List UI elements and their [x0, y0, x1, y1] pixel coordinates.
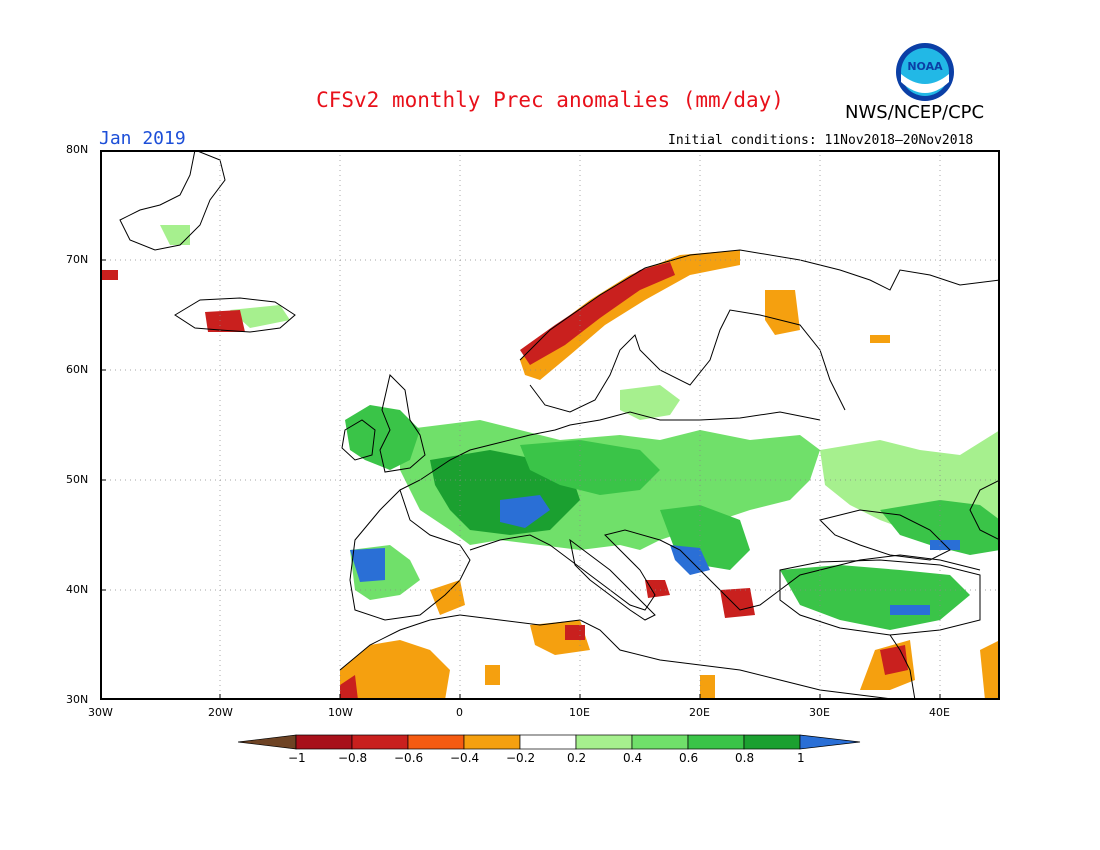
dry-region-greece: [720, 588, 755, 618]
colorbar-bin-5: [519, 734, 577, 750]
lon-label-40e: 40E: [929, 706, 950, 719]
wet-region-black-sea: [880, 500, 1000, 555]
coastline-turkey: [779, 559, 981, 636]
initial-conditions: Initial conditions: 11Nov2018–20Nov2018: [668, 133, 974, 148]
colorbar-label-7: 0.4: [623, 751, 643, 765]
dry-region-sicily: [645, 580, 670, 598]
lon-label-30w: 30W: [88, 706, 113, 719]
anomaly-field: [100, 225, 1000, 700]
coastline-mediterranean-north: [469, 529, 981, 611]
coastline-ireland: [341, 419, 376, 461]
very-wet-portugal: [350, 548, 385, 582]
dry-region-sahara: [485, 665, 500, 685]
very-wet-alps: [500, 495, 550, 528]
lat-label-70n: 70N: [66, 253, 89, 266]
chart-title: CFSv2 monthly Prec anomalies (mm/day): [316, 88, 784, 112]
colorbar-bin-6: [575, 734, 633, 750]
lat-label-50n: 50N: [66, 473, 89, 486]
colorbar-label-3: −0.6: [394, 751, 424, 765]
colorbar-bin-8: [687, 734, 745, 750]
coastline-north-africa: [339, 614, 901, 700]
lat-label-60n: 60N: [66, 363, 89, 376]
colorbar-label-4: −0.4: [450, 751, 480, 765]
coastline-italy: [569, 538, 656, 621]
dry-west-edge: [100, 270, 118, 280]
graticule: [100, 150, 1000, 700]
lon-label-20w: 20W: [208, 706, 233, 719]
colorbar-bin-7: [631, 734, 689, 750]
dry-region-finland: [765, 290, 800, 335]
lon-label-10e: 10E: [569, 706, 590, 719]
very-dry-levant: [880, 645, 908, 675]
forecast-month: Jan 2019: [99, 128, 186, 149]
dry-region-morocco: [340, 640, 450, 700]
dry-region-russia: [870, 335, 890, 343]
coastline-levant: [889, 634, 916, 700]
lon-label-20e: 20E: [689, 706, 710, 719]
very-wet-turkey: [890, 605, 930, 615]
colorbar-label-9: 0.8: [735, 751, 755, 765]
coastline-iberia: [349, 489, 471, 621]
coastline-iceland: [174, 297, 296, 333]
colorbar-label-2: −0.8: [338, 751, 368, 765]
colorbar-bin-9: [743, 734, 801, 750]
lat-label-40n: 40N: [66, 583, 89, 596]
colorbar-bin-1: [295, 734, 353, 750]
coastline-caspian: [969, 479, 1000, 541]
colorbar-bin-4: [463, 734, 521, 750]
agency-label: NWS/NCEP/CPC: [845, 102, 985, 123]
coastline-britain: [379, 374, 426, 473]
very-dry-norway-coast: [520, 262, 675, 365]
dry-region-norway-coast: [520, 250, 740, 380]
coastline-norway-inner: [529, 309, 846, 413]
colorbar-label-5: −0.2: [506, 751, 536, 765]
lon-label-0: 0: [456, 706, 463, 719]
logo-text: NOAA: [907, 60, 943, 73]
colorbar-label-6: 0.2: [567, 751, 587, 765]
lat-label-30n: 30N: [66, 693, 89, 706]
wet-region-greenland: [160, 225, 190, 245]
colorbar-low-arrow: [238, 734, 297, 750]
lat-label-80n: 80N: [66, 143, 89, 156]
colorbar-bin-3: [407, 734, 465, 750]
very-dry-morocco: [340, 675, 358, 700]
wet-region-scandinavia: [620, 385, 680, 420]
very-dry-iceland: [205, 310, 245, 332]
lon-label-30e: 30E: [809, 706, 830, 719]
dry-region-algeria: [430, 580, 465, 615]
colorbar: [238, 734, 861, 750]
colorbar-label-10: 1: [797, 751, 805, 765]
colorbar-bin-2: [351, 734, 409, 750]
lon-label-10w: 10W: [328, 706, 353, 719]
colorbar-label-8: 0.6: [679, 751, 699, 765]
anomaly-map: [100, 150, 1000, 700]
very-dry-tunisia: [565, 625, 585, 640]
noaa-logo-icon: NOAA: [896, 43, 954, 101]
colorbar-high-arrow: [799, 734, 861, 750]
map-frame: [100, 150, 1000, 700]
wet-region-iceland-east: [230, 305, 290, 328]
wet-region-germany: [520, 440, 660, 495]
coastline-greenland: [119, 150, 226, 251]
dry-region-east-edge: [980, 640, 1000, 700]
colorbar-label-1: −1: [288, 751, 306, 765]
dry-region-libya: [700, 675, 715, 700]
